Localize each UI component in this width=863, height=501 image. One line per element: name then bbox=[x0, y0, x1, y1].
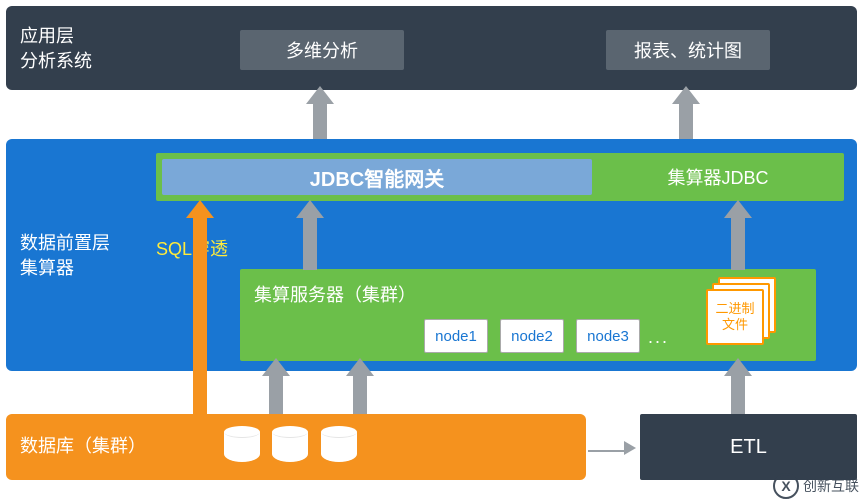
app-box-report-label: 报表、统计图 bbox=[634, 37, 742, 63]
arrow-db-to-etl bbox=[588, 435, 636, 455]
front-title-line1: 数据前置层 bbox=[20, 233, 110, 253]
db-cylinders bbox=[220, 426, 361, 471]
db-title: 数据库（集群） bbox=[20, 434, 146, 459]
app-box-analysis: 多维分析 bbox=[240, 30, 404, 70]
watermark-text: 创新互联 bbox=[803, 476, 859, 496]
arrow-cluster-to-gateway-1 bbox=[296, 200, 324, 270]
gateway-bar: JDBC智能网关 集算器JDBC bbox=[156, 153, 844, 201]
arrow-cluster-to-gateway-2 bbox=[724, 200, 752, 270]
app-layer-title: 应用层 分析系统 bbox=[20, 24, 92, 74]
arrow-db-to-gateway bbox=[186, 200, 214, 424]
jdbc-right-label: 集算器JDBC bbox=[592, 164, 844, 190]
cluster-bar: 集算服务器（集群） node1 node2 node3 ... 二进制 文件 bbox=[240, 269, 816, 361]
file-label-1: 二进制 bbox=[715, 301, 754, 317]
db-cylinder-icon bbox=[272, 426, 308, 466]
db-cylinder-icon bbox=[321, 426, 357, 466]
etl-box: ETL bbox=[640, 414, 857, 480]
jdbc-gateway-box: JDBC智能网关 bbox=[162, 159, 592, 195]
db-cylinder-icon bbox=[224, 426, 260, 466]
cluster-ellipsis: ... bbox=[648, 327, 669, 348]
front-layer-title: 数据前置层 集算器 bbox=[20, 231, 110, 281]
jdbc-gateway-label: JDBC智能网关 bbox=[310, 163, 444, 192]
file-label-2: 文件 bbox=[722, 317, 748, 333]
watermark: X 创新互联 bbox=[773, 473, 859, 499]
db-layer: 数据库（集群） bbox=[6, 414, 586, 480]
cluster-node-3: node3 bbox=[576, 319, 640, 353]
app-title-line2: 分析系统 bbox=[20, 51, 92, 71]
cluster-node-1: node1 bbox=[424, 319, 488, 353]
cluster-title: 集算服务器（集群） bbox=[254, 281, 416, 307]
cluster-node-2: node2 bbox=[500, 319, 564, 353]
etl-label: ETL bbox=[730, 436, 767, 459]
front-title-line2: 集算器 bbox=[20, 258, 74, 278]
app-box-report: 报表、统计图 bbox=[606, 30, 770, 70]
watermark-icon: X bbox=[773, 473, 799, 499]
binary-file-stack: 二进制 文件 bbox=[706, 277, 784, 349]
app-title-line1: 应用层 bbox=[20, 26, 74, 46]
app-box-analysis-label: 多维分析 bbox=[286, 37, 358, 63]
app-layer: 应用层 分析系统 多维分析 报表、统计图 bbox=[6, 6, 857, 90]
